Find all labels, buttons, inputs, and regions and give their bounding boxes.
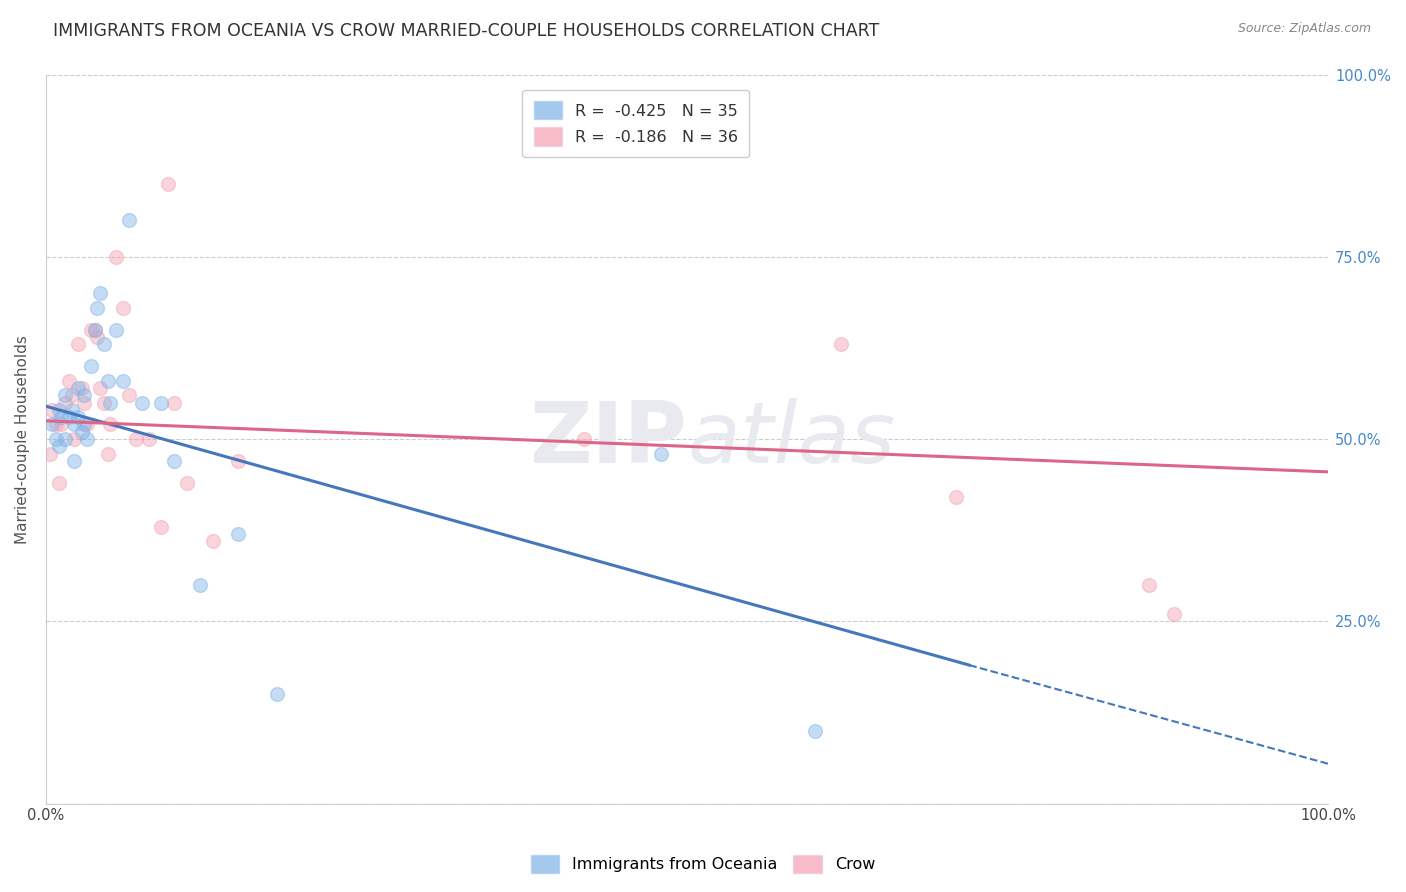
Point — [125, 432, 148, 446]
Text: atlas: atlas — [688, 398, 896, 481]
Point — [80, 323, 103, 337]
Point — [51, 410, 73, 425]
Point — [650, 447, 672, 461]
Point — [70, 381, 93, 395]
Point — [51, 417, 73, 432]
Point — [118, 213, 141, 227]
Point — [58, 374, 80, 388]
Point — [150, 519, 173, 533]
Point — [176, 475, 198, 490]
Point — [105, 250, 128, 264]
Point — [156, 177, 179, 191]
Point — [53, 395, 76, 409]
Point — [96, 447, 118, 461]
Legend: R =  -0.425   N = 35, R =  -0.186   N = 36: R = -0.425 N = 35, R = -0.186 N = 36 — [523, 90, 749, 157]
Point — [83, 323, 105, 337]
Point — [118, 388, 141, 402]
Point — [48, 475, 70, 490]
Point — [73, 395, 96, 409]
Point — [86, 301, 108, 315]
Point — [226, 454, 249, 468]
Point — [804, 723, 827, 738]
Point — [1137, 578, 1160, 592]
Point — [131, 395, 153, 409]
Point — [89, 286, 111, 301]
Text: ZIP: ZIP — [529, 398, 688, 481]
Point — [41, 417, 63, 432]
Point — [63, 454, 86, 468]
Point — [150, 395, 173, 409]
Point — [38, 447, 60, 461]
Point — [163, 454, 186, 468]
Point — [1163, 607, 1185, 621]
Point — [93, 337, 115, 351]
Point — [201, 534, 224, 549]
Point — [53, 388, 76, 402]
Point — [86, 330, 108, 344]
Point — [80, 359, 103, 373]
Point — [53, 432, 76, 446]
Point — [111, 301, 134, 315]
Point — [66, 410, 89, 425]
Point — [41, 403, 63, 417]
Point — [138, 432, 160, 446]
Point — [73, 388, 96, 402]
Point — [60, 388, 83, 402]
Point — [76, 417, 98, 432]
Point — [48, 403, 70, 417]
Point — [89, 381, 111, 395]
Point — [105, 323, 128, 337]
Point — [70, 425, 93, 439]
Text: IMMIGRANTS FROM OCEANIA VS CROW MARRIED-COUPLE HOUSEHOLDS CORRELATION CHART: IMMIGRANTS FROM OCEANIA VS CROW MARRIED-… — [53, 22, 880, 40]
Point — [163, 395, 186, 409]
Point — [98, 395, 121, 409]
Y-axis label: Married-couple Households: Married-couple Households — [15, 334, 30, 543]
Legend: Immigrants from Oceania, Crow: Immigrants from Oceania, Crow — [524, 848, 882, 880]
Point — [111, 374, 134, 388]
Point — [830, 337, 852, 351]
Point — [48, 439, 70, 453]
Point — [63, 432, 86, 446]
Point — [98, 417, 121, 432]
Point — [63, 417, 86, 432]
Point — [574, 432, 596, 446]
Point — [45, 432, 67, 446]
Point — [96, 374, 118, 388]
Point — [226, 526, 249, 541]
Point — [66, 337, 89, 351]
Point — [76, 432, 98, 446]
Point — [93, 395, 115, 409]
Point — [58, 410, 80, 425]
Point — [266, 687, 288, 701]
Point — [45, 417, 67, 432]
Point — [73, 417, 96, 432]
Point — [60, 403, 83, 417]
Point — [83, 323, 105, 337]
Point — [945, 491, 967, 505]
Text: Source: ZipAtlas.com: Source: ZipAtlas.com — [1237, 22, 1371, 36]
Point — [188, 578, 211, 592]
Point — [66, 381, 89, 395]
